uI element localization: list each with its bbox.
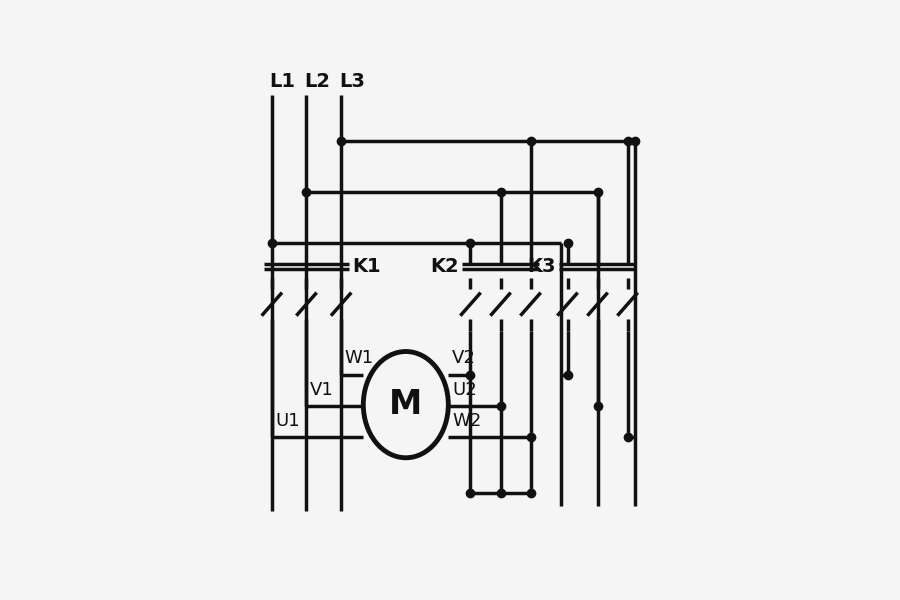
- Text: M: M: [389, 388, 422, 421]
- Text: V2: V2: [452, 349, 476, 367]
- Text: U2: U2: [452, 381, 477, 399]
- Text: K1: K1: [353, 257, 382, 276]
- Text: L3: L3: [338, 73, 364, 91]
- Text: W2: W2: [452, 412, 482, 430]
- Text: L1: L1: [269, 73, 295, 91]
- Text: W1: W1: [345, 349, 374, 367]
- Text: V1: V1: [310, 381, 334, 399]
- Text: L2: L2: [304, 73, 330, 91]
- Text: K2: K2: [430, 257, 459, 276]
- Text: K3: K3: [527, 257, 556, 276]
- Text: U1: U1: [275, 412, 301, 430]
